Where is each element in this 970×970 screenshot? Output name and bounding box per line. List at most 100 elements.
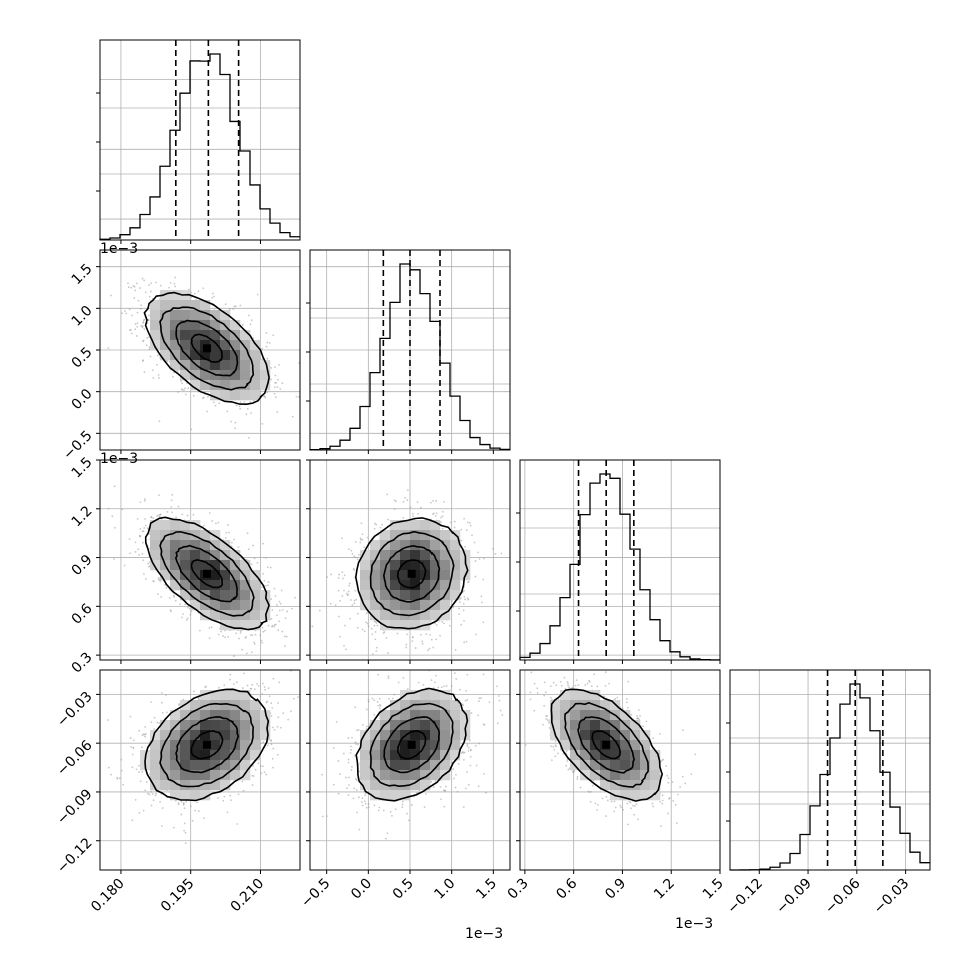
sample-point [373,527,376,530]
density-cell [180,760,191,771]
sample-point [429,620,432,622]
sample-point [356,558,359,561]
density-cell [430,540,441,551]
sample-point [635,803,638,806]
density-cell [600,780,611,791]
density-cell [190,540,201,551]
sample-point [501,714,504,716]
sample-point [393,693,396,696]
contour-level-3 [159,306,255,391]
sample-point [482,578,485,581]
density-cell [220,330,231,341]
sample-point [451,600,453,603]
sample-point [265,701,268,704]
sample-point [173,282,176,285]
density-cell [180,780,191,791]
sample-point [203,817,205,820]
density-cell [150,540,161,551]
sample-point [533,682,536,685]
density-cell [370,570,381,581]
contour-level-4 [143,291,270,406]
density-cell [430,770,441,781]
sample-point [677,793,679,796]
density-cell [170,540,181,551]
sample-point [266,566,269,569]
density-cell [170,770,181,781]
sample-point [661,794,664,797]
sample-point [568,686,570,689]
sample-point [280,589,283,592]
sample-point [278,620,280,623]
sample-point [694,753,697,756]
sample-point [148,284,151,287]
sample-point [262,630,265,633]
sample-point [168,286,171,289]
sample-point [145,344,148,347]
density-cell [220,690,231,701]
sample-point [207,395,209,398]
sample-point [129,737,132,739]
density-cell [620,710,631,721]
density-cell [230,760,241,771]
sample-point [270,598,273,600]
sample-point [198,629,201,632]
sample-point [160,701,163,704]
sample-point [294,596,296,599]
sample-point [467,746,470,749]
x-tick-label: 0.210 [228,876,268,916]
density-cell [190,520,201,531]
sample-point [250,563,253,566]
sample-point [292,697,295,700]
sample-point [378,806,381,809]
density-peak [202,344,211,353]
density-cell [410,620,421,631]
sample-point [239,304,242,307]
density-cell [180,730,191,741]
sample-point [169,281,172,284]
sample-point [135,282,138,285]
sample-point [289,710,292,713]
sample-point [455,773,457,776]
panel-content [107,276,300,439]
density-cell [180,320,191,331]
density-cell [440,760,451,771]
sample-point [143,371,146,374]
density-cell [160,530,171,541]
density-cell [380,570,391,581]
sample-point [107,507,110,510]
sample-point [477,700,480,702]
sample-point [364,802,367,805]
sample-point [279,726,282,729]
density-cell [190,730,201,741]
contour-level-3 [159,531,255,617]
density-cell [420,560,431,571]
density-cell [440,720,451,731]
sample-point [567,682,569,685]
sample-point [278,600,281,603]
sample-point [365,612,368,615]
density-cell [190,340,201,351]
sample-point [571,686,574,689]
sample-point [277,702,279,704]
density-cell [430,730,441,741]
density-cell [230,350,241,361]
sample-point [212,666,214,668]
sample-point [208,512,211,514]
density-peak [202,569,211,578]
sample-point [432,786,435,788]
density-cell [220,570,231,581]
sample-point [373,713,376,716]
sample-point [187,387,190,390]
sample-point [557,698,560,701]
sample-point [606,799,609,802]
density-cell [150,780,161,791]
density-cell [190,770,201,781]
density-cell [220,760,231,771]
density-cell [410,590,421,601]
sample-point [337,615,340,618]
sample-point [406,489,409,492]
sample-point [343,574,346,577]
density-cell [210,580,221,591]
sample-point [311,625,314,628]
density-cell [210,550,221,561]
